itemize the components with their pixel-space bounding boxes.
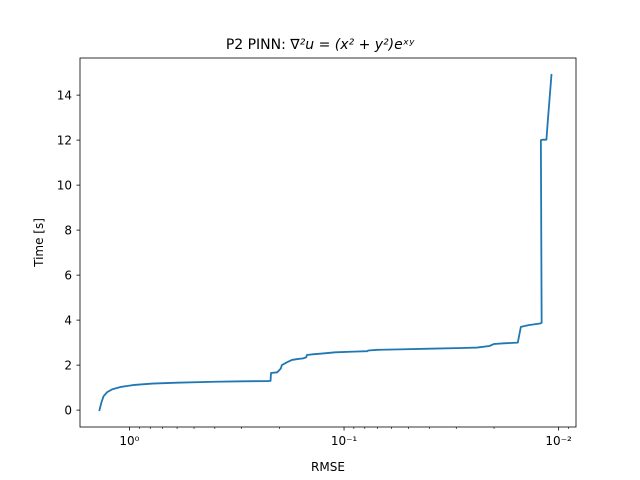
y-tick-label: 14 bbox=[57, 88, 72, 102]
series-line bbox=[98, 73, 553, 412]
x-tick-label: 10⁻¹ bbox=[331, 434, 358, 448]
x-tick-label: 10⁰ bbox=[119, 434, 139, 448]
y-tick-label: 6 bbox=[64, 268, 72, 282]
y-tick-label: 12 bbox=[57, 133, 72, 147]
chart-title: P2 PINN: ∇²u = (x² + y²)eˣʸ bbox=[226, 37, 415, 53]
y-tick-label: 0 bbox=[64, 403, 72, 417]
y-tick-label: 2 bbox=[64, 358, 72, 372]
plot-frame bbox=[79, 57, 577, 428]
y-tick-label: 8 bbox=[64, 223, 72, 237]
y-tick-label: 4 bbox=[64, 313, 72, 327]
y-tick-label: 10 bbox=[57, 178, 72, 192]
x-axis-label: RMSE bbox=[311, 460, 345, 474]
y-axis-label: Time [s] bbox=[32, 218, 46, 268]
y-axis: 0 2 4 6 8 10 12 14 bbox=[57, 88, 80, 417]
x-tick-label: 10⁻² bbox=[545, 434, 572, 448]
